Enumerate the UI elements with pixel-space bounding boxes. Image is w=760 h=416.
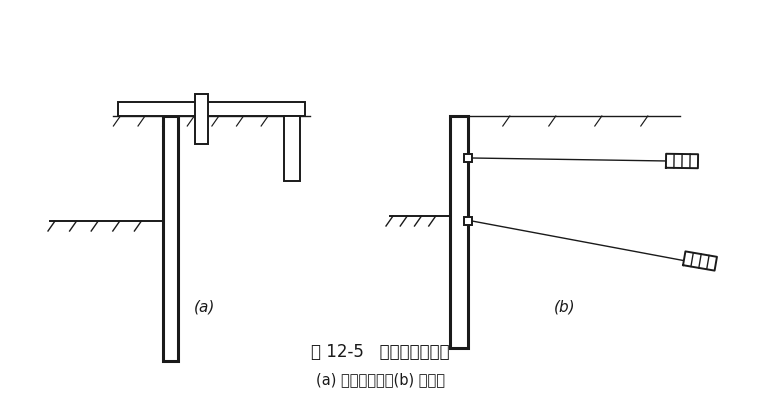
- Text: 图 12-5   拉锚式支护结构: 图 12-5 拉锚式支护结构: [311, 343, 449, 361]
- Polygon shape: [683, 251, 717, 271]
- Text: (b): (b): [554, 300, 576, 314]
- Bar: [450, 116, 468, 348]
- Text: (a): (a): [195, 300, 216, 314]
- Polygon shape: [666, 154, 698, 168]
- Text: (a) 地面拉锚式；(b) 锚杆式: (a) 地面拉锚式；(b) 锚杆式: [315, 372, 445, 387]
- Bar: [118, 102, 305, 116]
- Bar: [464, 154, 472, 162]
- Bar: [195, 94, 208, 144]
- Bar: [163, 116, 178, 361]
- Bar: [464, 217, 472, 225]
- Bar: [284, 116, 300, 181]
